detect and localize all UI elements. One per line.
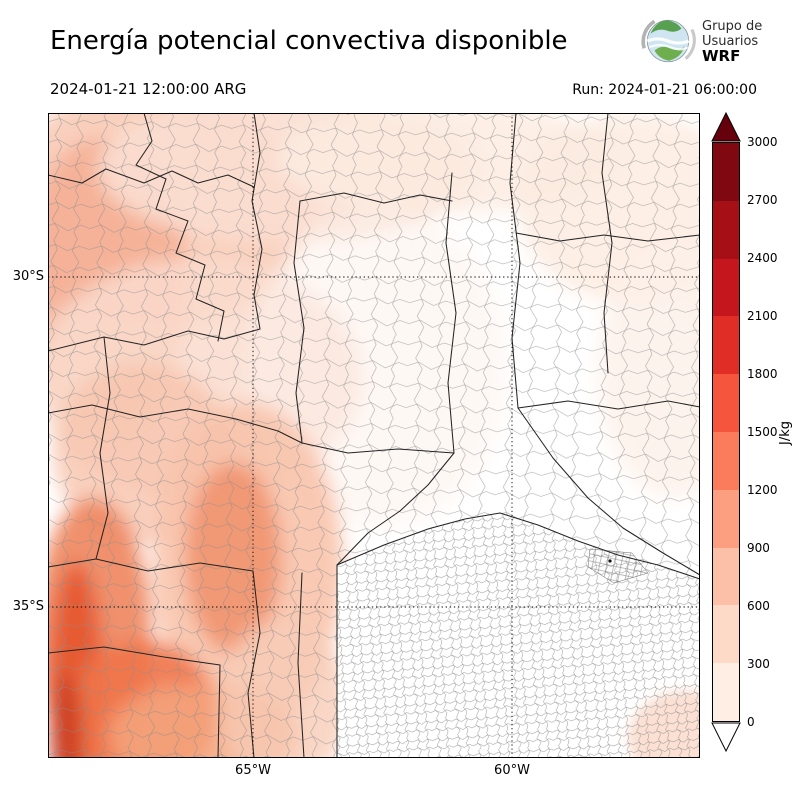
lat-tick-30s: 30°S (12, 269, 44, 284)
colorbar-segment (713, 143, 739, 201)
colorbar-segment (713, 316, 739, 375)
lon-tick-60w: 60°W (494, 763, 530, 778)
map-border (48, 113, 700, 758)
colorbar-tick-label: 0 (747, 715, 755, 729)
colorbar-under-arrow (711, 722, 741, 752)
colorbar-tick-label: 1200 (747, 483, 778, 497)
colorbar-segments (712, 142, 740, 722)
valid-time-label: 2024-01-21 12:00:00 ARG (50, 80, 247, 98)
lon-tick-65w: 65°W (235, 763, 271, 778)
colorbar-segment (713, 258, 739, 317)
colorbar-tick-label: 2400 (747, 251, 778, 265)
page-title: Energía potencial convectiva disponible (50, 26, 568, 56)
gridlines-layer (48, 113, 700, 758)
buenos-aires-partidos-layer (337, 513, 700, 758)
colorbar-segment (713, 605, 739, 664)
colorbar-tick-label: 2700 (747, 193, 778, 207)
run-time-label: Run: 2024-01-21 06:00:00 (572, 82, 757, 98)
colorbar-segment (713, 547, 739, 606)
globe-icon (641, 19, 696, 63)
map-canvas (47, 112, 701, 759)
colorbar-tick-label: 600 (747, 599, 770, 613)
lat-tick-35s: 35°S (12, 599, 44, 614)
wrf-logo: Grupo de Usuarios WRF (640, 10, 790, 72)
logo-line-3: WRF (702, 46, 741, 65)
colorbar-segment (713, 489, 739, 548)
wrf-logo-text: Grupo de Usuarios WRF (702, 19, 762, 64)
colorbar-over-arrow (711, 112, 741, 142)
colorbar-tick-label: 3000 (747, 135, 778, 149)
colorbar-segment (713, 431, 739, 490)
colorbar-unit-label: J/kg (778, 421, 793, 445)
logo-line-1: Grupo de (702, 18, 763, 34)
logo-line-2: Usuarios (702, 33, 759, 49)
cape-map (47, 112, 701, 759)
colorbar-tick-label: 900 (747, 541, 770, 555)
colorbar-segment (713, 374, 739, 432)
colorbar-segment (713, 200, 739, 259)
province-borders-layer (47, 112, 701, 759)
colorbar-tick-label: 300 (747, 657, 770, 671)
colorbar-tick-label: 1500 (747, 425, 778, 439)
colorbar-segment (713, 663, 739, 721)
colorbar-tick-label: 1800 (747, 367, 778, 381)
colorbar-tick-label: 2100 (747, 309, 778, 323)
colorbar-ticks: 3000 2700 2400 2100 1800 1500 1200 900 600 300 0 (747, 135, 778, 729)
